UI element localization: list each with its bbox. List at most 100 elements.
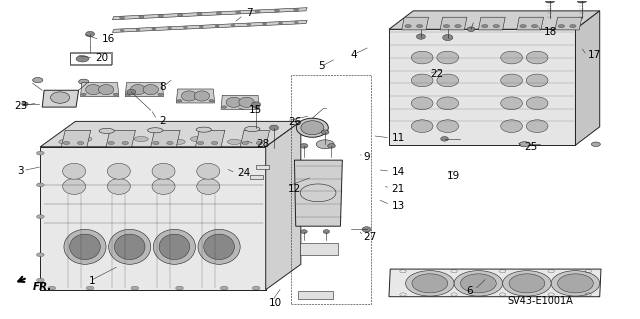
Ellipse shape: [154, 229, 195, 264]
Ellipse shape: [158, 93, 163, 96]
Ellipse shape: [493, 25, 499, 28]
Ellipse shape: [99, 85, 114, 95]
Ellipse shape: [36, 151, 44, 155]
Ellipse shape: [301, 121, 324, 135]
Ellipse shape: [405, 25, 412, 28]
Ellipse shape: [323, 230, 330, 234]
Text: 6: 6: [467, 286, 473, 296]
Ellipse shape: [502, 271, 551, 296]
Text: 14: 14: [392, 167, 404, 177]
Ellipse shape: [115, 139, 129, 145]
Ellipse shape: [551, 271, 600, 296]
Polygon shape: [61, 130, 91, 147]
Ellipse shape: [444, 25, 450, 28]
Ellipse shape: [236, 11, 241, 14]
Ellipse shape: [177, 100, 182, 102]
Ellipse shape: [252, 286, 260, 290]
Text: 27: 27: [364, 232, 377, 242]
Bar: [70, 53, 111, 65]
Ellipse shape: [211, 141, 218, 145]
Ellipse shape: [437, 51, 459, 64]
Ellipse shape: [76, 56, 89, 62]
Ellipse shape: [570, 25, 576, 28]
Ellipse shape: [417, 25, 423, 28]
Ellipse shape: [99, 128, 115, 133]
Ellipse shape: [70, 234, 100, 260]
Ellipse shape: [184, 26, 188, 28]
Bar: [70, 51, 113, 64]
Ellipse shape: [139, 16, 144, 18]
Polygon shape: [221, 95, 259, 109]
Text: 11: 11: [392, 133, 404, 143]
Ellipse shape: [301, 230, 307, 234]
Ellipse shape: [190, 137, 204, 142]
Ellipse shape: [437, 120, 459, 132]
Polygon shape: [555, 17, 582, 30]
Ellipse shape: [204, 234, 234, 260]
Ellipse shape: [22, 102, 28, 106]
Polygon shape: [294, 160, 342, 226]
Ellipse shape: [196, 127, 211, 132]
Ellipse shape: [526, 120, 548, 132]
Ellipse shape: [136, 29, 140, 31]
Ellipse shape: [221, 106, 227, 108]
Text: 9: 9: [364, 152, 370, 162]
Ellipse shape: [242, 141, 248, 145]
Ellipse shape: [255, 10, 260, 13]
Ellipse shape: [294, 21, 298, 23]
Ellipse shape: [412, 120, 433, 132]
Polygon shape: [151, 130, 180, 147]
Ellipse shape: [231, 24, 235, 26]
Polygon shape: [40, 122, 301, 147]
Ellipse shape: [500, 51, 522, 64]
Ellipse shape: [108, 179, 131, 195]
Ellipse shape: [300, 144, 308, 148]
Ellipse shape: [86, 286, 94, 290]
Polygon shape: [389, 29, 575, 145]
Ellipse shape: [36, 183, 44, 187]
Ellipse shape: [227, 139, 241, 145]
Ellipse shape: [36, 278, 44, 282]
Ellipse shape: [153, 141, 159, 145]
Ellipse shape: [64, 229, 106, 264]
Ellipse shape: [412, 274, 448, 293]
Text: 21: 21: [392, 184, 404, 194]
Ellipse shape: [545, 0, 554, 3]
Ellipse shape: [148, 128, 163, 133]
Polygon shape: [575, 11, 600, 145]
Ellipse shape: [36, 215, 44, 219]
Ellipse shape: [127, 89, 136, 95]
Ellipse shape: [196, 163, 220, 179]
Ellipse shape: [455, 25, 461, 28]
Text: FR.: FR.: [33, 282, 52, 293]
Bar: [256, 165, 269, 169]
Ellipse shape: [181, 91, 196, 101]
Ellipse shape: [557, 274, 593, 293]
Ellipse shape: [175, 286, 183, 290]
Text: 28: 28: [256, 139, 269, 149]
Ellipse shape: [198, 229, 240, 264]
Ellipse shape: [79, 79, 89, 84]
Ellipse shape: [461, 274, 496, 293]
Ellipse shape: [247, 24, 251, 26]
Polygon shape: [40, 147, 266, 290]
Ellipse shape: [362, 227, 371, 232]
Ellipse shape: [509, 274, 545, 293]
Polygon shape: [516, 17, 543, 30]
Ellipse shape: [131, 85, 146, 95]
Text: 1: 1: [88, 276, 95, 286]
Text: 4: 4: [351, 50, 357, 60]
Ellipse shape: [531, 25, 538, 28]
Ellipse shape: [77, 141, 84, 145]
Ellipse shape: [63, 141, 70, 145]
Ellipse shape: [115, 234, 145, 260]
Text: 20: 20: [95, 53, 108, 63]
Text: 25: 25: [524, 142, 538, 152]
Ellipse shape: [500, 74, 522, 87]
Ellipse shape: [558, 25, 564, 28]
Text: 5: 5: [319, 62, 325, 71]
Text: 15: 15: [248, 105, 262, 115]
Ellipse shape: [591, 142, 600, 146]
Ellipse shape: [441, 137, 449, 141]
Ellipse shape: [78, 137, 92, 142]
